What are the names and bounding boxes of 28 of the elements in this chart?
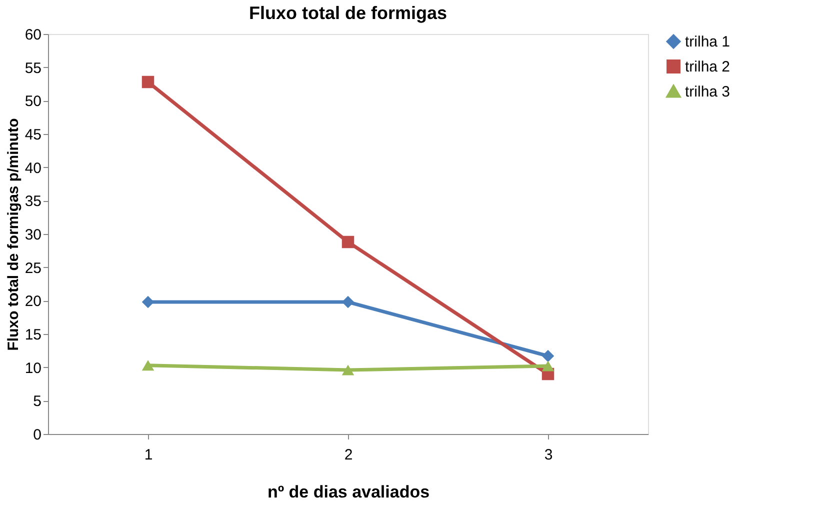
y-tick-label: 10 <box>24 360 42 377</box>
x-tick-label: 2 <box>344 446 353 464</box>
y-axis-title: Fluxo total de formigas p/minuto <box>4 118 22 351</box>
y-tick-label: 25 <box>24 260 42 277</box>
y-tick-label: 15 <box>24 326 42 344</box>
y-tick-label: 0 <box>33 426 42 444</box>
legend-label: trilha 3 <box>685 84 730 100</box>
y-tick-label: 5 <box>33 393 42 410</box>
legend-label: trilha 2 <box>685 58 730 76</box>
x-tick-label: 3 <box>544 446 553 464</box>
y-tick-label: 50 <box>24 93 42 110</box>
point <box>342 236 354 248</box>
y-tick-label: 30 <box>24 226 42 244</box>
y-tick-label: 45 <box>24 126 42 144</box>
x-axis-title: nº de dias avaliados <box>267 482 430 502</box>
point <box>342 364 354 376</box>
y-tick-label: 20 <box>24 293 42 310</box>
y-tick-label: 35 <box>24 193 42 210</box>
chart-title: Fluxo total de formigas <box>248 3 448 23</box>
point <box>542 350 554 362</box>
y-tick-label: 55 <box>24 60 42 77</box>
point <box>142 360 154 371</box>
x-tick-label: 1 <box>144 446 153 464</box>
point <box>542 360 554 372</box>
legend-label: trilha 1 <box>685 34 730 50</box>
point <box>142 76 154 88</box>
y-tick-label: 40 <box>24 160 42 177</box>
y-tick-label: 60 <box>24 26 42 44</box>
